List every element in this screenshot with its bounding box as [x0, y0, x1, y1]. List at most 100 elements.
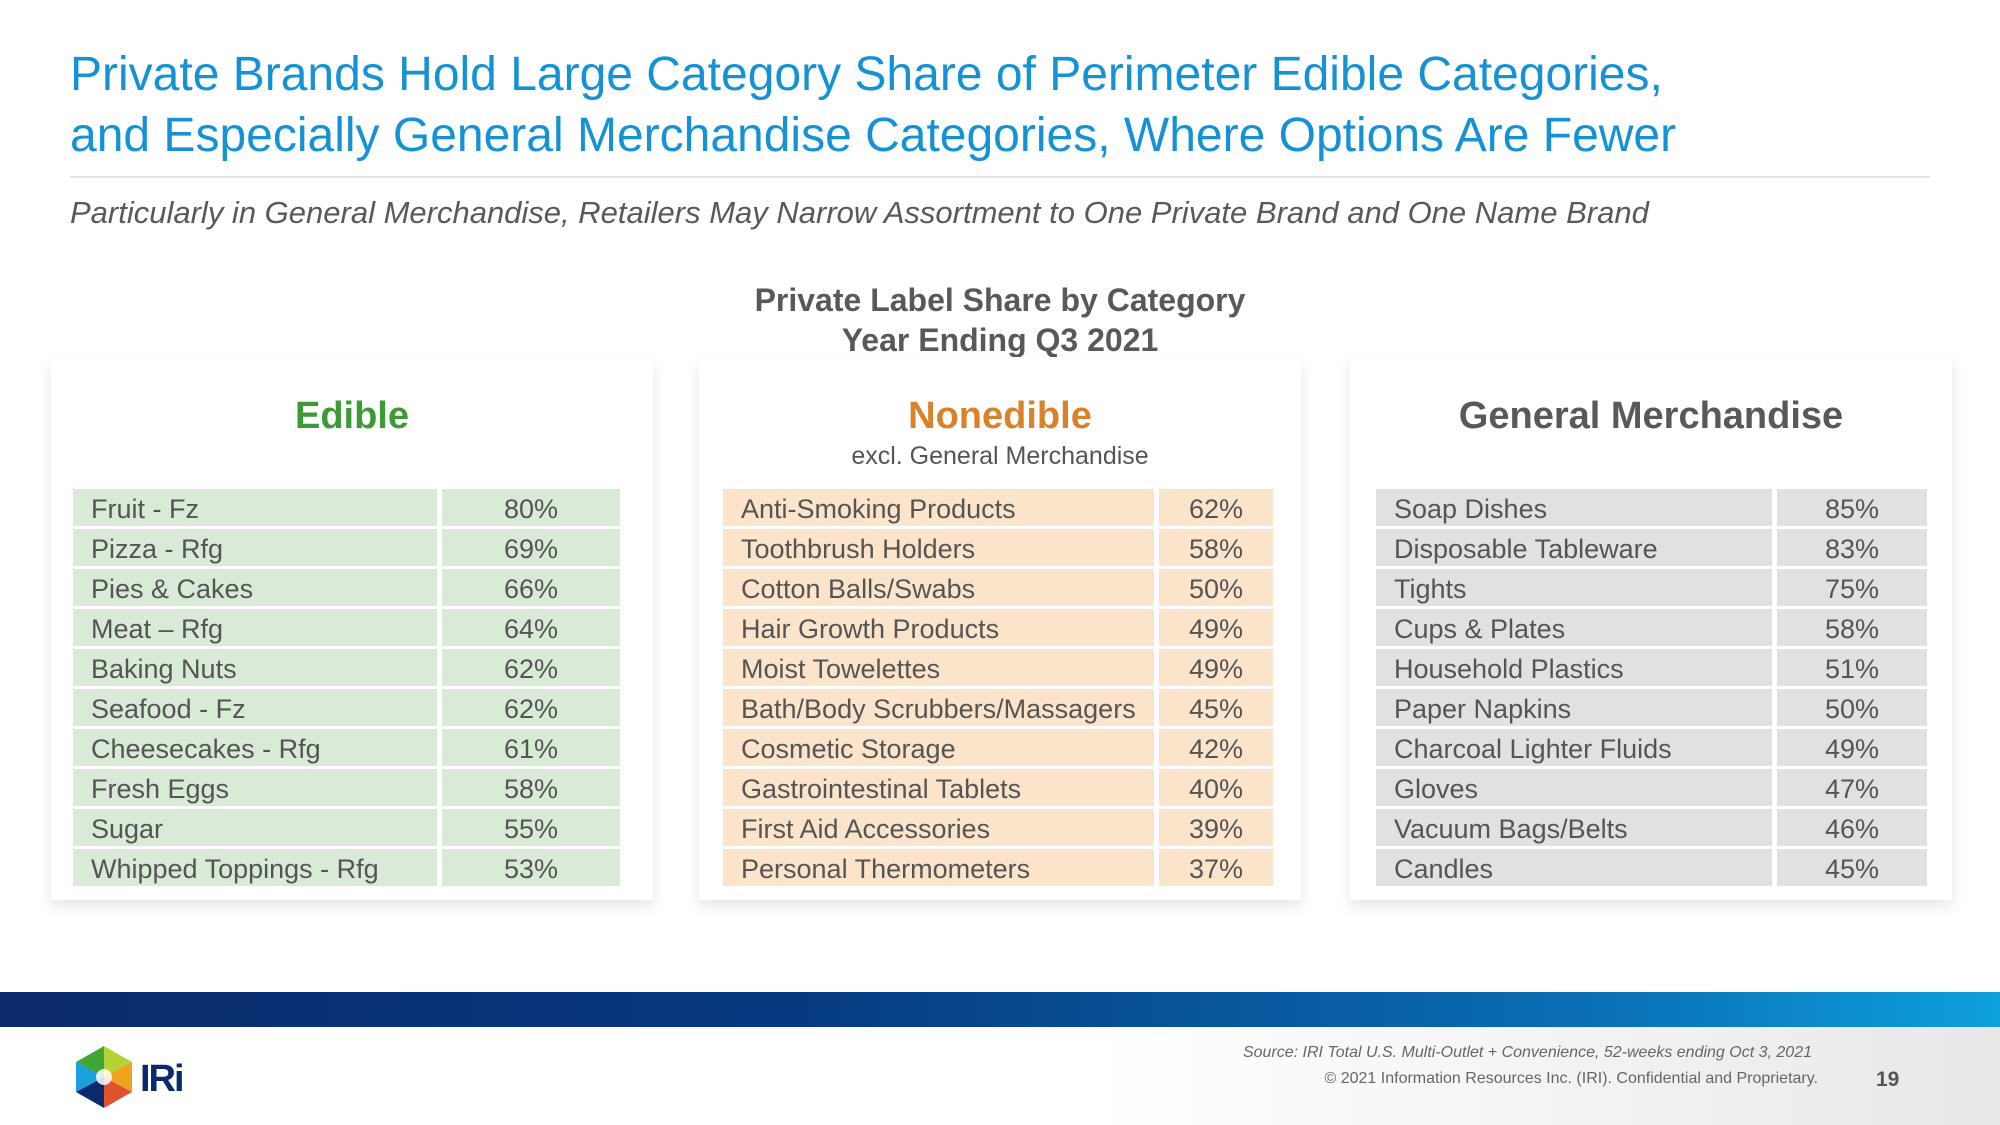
- iri-logo-icon: [76, 1046, 132, 1113]
- table-row: Cheesecakes - Rfg 61%: [73, 729, 620, 769]
- category-name: Seafood - Fz: [73, 689, 437, 726]
- table-row: Sugar 55%: [73, 809, 620, 849]
- page-number: 19: [1876, 1068, 1900, 1091]
- category-name: Vacuum Bags/Belts: [1376, 809, 1772, 846]
- category-name: Household Plastics: [1376, 649, 1772, 686]
- category-name: Toothbrush Holders: [723, 529, 1154, 566]
- title-line-2: and Especially General Merchandise Categ…: [70, 109, 1677, 162]
- table-row: Cosmetic Storage 42%: [723, 729, 1273, 769]
- table-row: Toothbrush Holders 58%: [723, 529, 1273, 569]
- gm-table: Soap Dishes 85% Disposable Tableware 83% Tig…: [1376, 489, 1927, 889]
- share-value: 58%: [1777, 609, 1927, 646]
- table-row: Hair Growth Products 49%: [723, 609, 1273, 649]
- share-value: 58%: [1159, 529, 1273, 566]
- share-value: 50%: [1159, 569, 1273, 606]
- category-name: Candles: [1376, 849, 1772, 886]
- share-value: 39%: [1159, 809, 1273, 846]
- slide-subtitle: Particularly in General Merchandise, Ret…: [70, 195, 1649, 230]
- table-row: Whipped Toppings - Rfg 53%: [73, 849, 620, 889]
- category-name: Charcoal Lighter Fluids: [1376, 729, 1772, 766]
- slide-title: Private Brands Hold Large Category Share…: [70, 44, 1950, 166]
- category-name: Moist Towelettes: [723, 649, 1154, 686]
- category-name: Sugar: [73, 809, 437, 846]
- table-row: Anti-Smoking Products 62%: [723, 489, 1273, 529]
- table-row: Fresh Eggs 58%: [73, 769, 620, 809]
- table-row: Disposable Tableware 83%: [1376, 529, 1927, 569]
- footer: [0, 1027, 2000, 1125]
- table-row: Charcoal Lighter Fluids 49%: [1376, 729, 1927, 769]
- nonedible-table: Anti-Smoking Products 62% Toothbrush Holde…: [723, 489, 1273, 889]
- chart-title-line-1: Private Label Share by Category: [754, 282, 1246, 318]
- share-value: 50%: [1777, 689, 1927, 726]
- category-name: Gloves: [1376, 769, 1772, 806]
- table-row: Gloves 47%: [1376, 769, 1927, 809]
- table-row: Meat – Rfg 64%: [73, 609, 620, 649]
- edible-heading: Edible: [294, 395, 410, 437]
- share-value: 62%: [1159, 489, 1273, 526]
- category-name: Gastrointestinal Tablets: [723, 769, 1154, 806]
- table-row: Paper Napkins 50%: [1376, 689, 1927, 729]
- category-name: Soap Dishes: [1376, 489, 1772, 526]
- table-row: Bath/Body Scrubbers/Massagers 45%: [723, 689, 1273, 729]
- category-name: Pies & Cakes: [73, 569, 437, 606]
- share-value: 45%: [1777, 849, 1927, 886]
- category-name: Bath/Body Scrubbers/Massagers: [723, 689, 1154, 726]
- share-value: 47%: [1777, 769, 1927, 806]
- copyright: © 2021 Information Resources Inc. (IRI).…: [1324, 1070, 1819, 1087]
- table-row: Seafood - Fz 62%: [73, 689, 620, 729]
- share-value: 58%: [442, 769, 620, 806]
- share-value: 40%: [1159, 769, 1273, 806]
- category-name: Cups & Plates: [1376, 609, 1772, 646]
- category-name: Cotton Balls/Swabs: [723, 569, 1154, 606]
- nonedible-heading: Nonedible: [908, 395, 1092, 437]
- table-row: Household Plastics 51%: [1376, 649, 1927, 689]
- table-row: Fruit - Fz 80%: [73, 489, 620, 529]
- share-value: 53%: [442, 849, 620, 886]
- share-value: 51%: [1777, 649, 1927, 686]
- category-name: Whipped Toppings - Rfg: [73, 849, 437, 886]
- share-value: 42%: [1159, 729, 1273, 766]
- table-row: Gastrointestinal Tablets 40%: [723, 769, 1273, 809]
- table-row: Baking Nuts 62%: [73, 649, 620, 689]
- share-value: 85%: [1777, 489, 1927, 526]
- category-name: Pizza - Rfg: [73, 529, 437, 566]
- share-value: 45%: [1159, 689, 1273, 726]
- gm-heading: General Merchandise: [1458, 395, 1844, 437]
- table-row: Cotton Balls/Swabs 50%: [723, 569, 1273, 609]
- general-merchandise-panel: General Merchandise Soap Dishes 85% Disposa…: [1350, 357, 1952, 900]
- share-value: 61%: [442, 729, 620, 766]
- table-row: Moist Towelettes 49%: [723, 649, 1273, 689]
- table-row: Cups & Plates 58%: [1376, 609, 1927, 649]
- edible-panel: Edible Fruit - Fz 80% Pizza - Rfg 69% Pies & …: [51, 357, 653, 900]
- share-value: 69%: [442, 529, 620, 566]
- share-value: 66%: [442, 569, 620, 606]
- share-value: 46%: [1777, 809, 1927, 846]
- chart-title-line-2: Year Ending Q3 2021: [841, 322, 1159, 358]
- share-value: 62%: [442, 689, 620, 726]
- category-name: Disposable Tableware: [1376, 529, 1772, 566]
- share-value: 49%: [1777, 729, 1927, 766]
- nonedible-subheading: excl. General Merchandise: [851, 442, 1149, 470]
- category-name: Hair Growth Products: [723, 609, 1154, 646]
- table-row: Personal Thermometers 37%: [723, 849, 1273, 889]
- category-name: Cheesecakes - Rfg: [73, 729, 437, 766]
- category-name: Tights: [1376, 569, 1772, 606]
- category-name: Fruit - Fz: [73, 489, 437, 526]
- title-divider: [70, 176, 1930, 178]
- category-name: Cosmetic Storage: [723, 729, 1154, 766]
- table-row: First Aid Accessories 39%: [723, 809, 1273, 849]
- footer-band: [0, 992, 2000, 1027]
- table-row: Pies & Cakes 66%: [73, 569, 620, 609]
- table-row: Vacuum Bags/Belts 46%: [1376, 809, 1927, 849]
- share-value: 49%: [1159, 609, 1273, 646]
- share-value: 64%: [442, 609, 620, 646]
- share-value: 62%: [442, 649, 620, 686]
- category-name: Baking Nuts: [73, 649, 437, 686]
- edible-table: Fruit - Fz 80% Pizza - Rfg 69% Pies & Cakes 6…: [73, 489, 620, 889]
- title-line-1: Private Brands Hold Large Category Share…: [70, 48, 1663, 101]
- share-value: 80%: [442, 489, 620, 526]
- category-name: Fresh Eggs: [73, 769, 437, 806]
- source-note: Source: IRI Total U.S. Multi-Outlet + Co…: [1242, 1044, 1812, 1061]
- category-name: First Aid Accessories: [723, 809, 1154, 846]
- category-name: Meat – Rfg: [73, 609, 437, 646]
